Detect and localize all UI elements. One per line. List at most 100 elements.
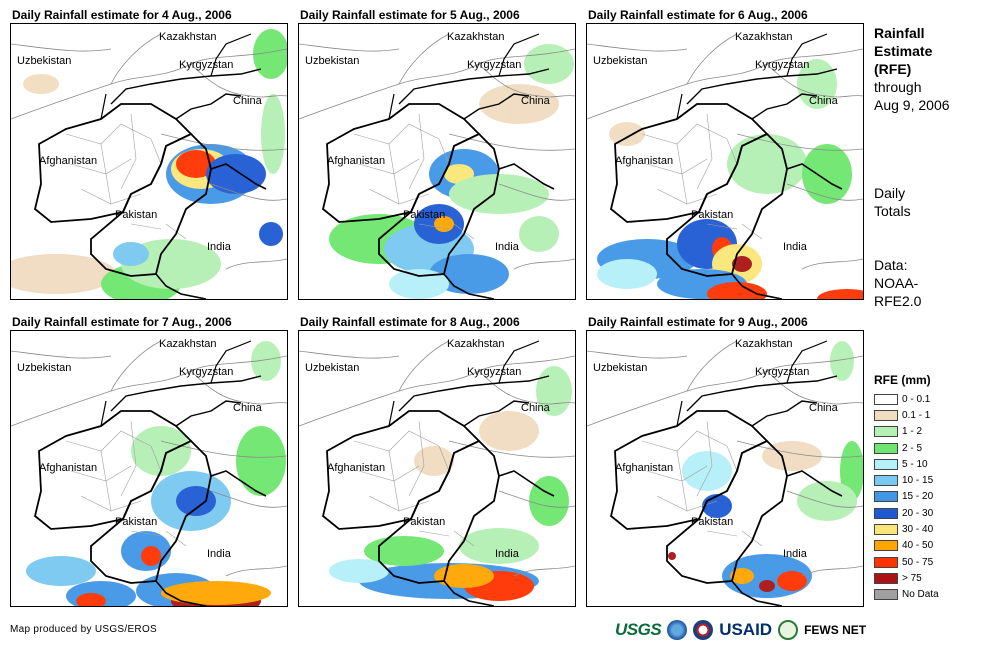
legend-label: > 75 [902, 572, 922, 584]
rainfall-area [519, 216, 559, 252]
map-label-afghanistan: Afghanistan [39, 462, 97, 474]
legend-label: 1 - 2 [902, 426, 923, 438]
rainfall-area [802, 144, 852, 204]
rainfall-area [762, 441, 822, 471]
legend-item: 5 - 10 [874, 456, 939, 472]
legend-swatch [874, 491, 898, 503]
rainfall-map: Kazakhstan Uzbekistan Kyrgyzstan China Afgha… [586, 330, 864, 607]
rainfall-area [329, 559, 389, 583]
logo-bar: USGS USAID FEWS NET [615, 617, 866, 643]
legend-item: 2 - 5 [874, 440, 939, 456]
rainfall-area [702, 494, 732, 518]
map-label-afghanistan: Afghanistan [615, 462, 673, 474]
map-label-kyrgyzstan: Kyrgyzstan [179, 59, 233, 71]
legend-swatch [874, 458, 898, 470]
legend-item: 50 - 75 [874, 554, 939, 570]
rainfall-area [609, 122, 645, 146]
legend-label: 15 - 20 [902, 491, 934, 503]
legend-label: 20 - 30 [902, 507, 934, 519]
map-label-kyrgyzstan: Kyrgyzstan [467, 366, 521, 378]
map-label-uzbekistan: Uzbekistan [17, 362, 71, 374]
data-line2: NOAA- [874, 275, 919, 291]
map-label-china: China [233, 402, 263, 414]
legend-item: 0.1 - 1 [874, 407, 939, 423]
rainfall-area [479, 84, 559, 124]
legend-swatch [874, 556, 898, 568]
map-label-india: India [495, 548, 520, 560]
legend-label: 0 - 0.1 [902, 393, 931, 405]
map-label-india: India [495, 241, 520, 253]
legend-item: 40 - 50 [874, 538, 939, 554]
map-label-uzbekistan: Uzbekistan [305, 362, 359, 374]
usda-seal-icon [693, 620, 714, 640]
legend-swatch [874, 507, 898, 519]
map-label-india: India [207, 548, 232, 560]
legend-item: 15 - 20 [874, 489, 939, 505]
legend-swatch [874, 442, 898, 454]
legend-swatch [874, 409, 898, 421]
rainfall-area [459, 528, 539, 564]
map-label-kazakhstan: Kazakhstan [159, 338, 216, 350]
panel-title: Daily Rainfall estimate for 9 Aug., 2006 [588, 315, 808, 329]
map-label-afghanistan: Afghanistan [615, 155, 673, 167]
legend-label: 2 - 5 [902, 442, 923, 454]
rainfall-area [206, 154, 266, 194]
legend-item: 1 - 2 [874, 424, 939, 440]
fews-net-logo: FEWS NET [804, 623, 867, 637]
map-label-kyrgyzstan: Kyrgyzstan [467, 59, 521, 71]
rainfall-area [131, 426, 191, 476]
panel-title: Daily Rainfall estimate for 4 Aug., 2006 [12, 8, 232, 22]
map-label-kyrgyzstan: Kyrgyzstan [755, 59, 809, 71]
rfe-title-line5: Aug 9, 2006 [874, 97, 950, 113]
map-label-china: China [521, 402, 551, 414]
map-label-kyrgyzstan: Kyrgyzstan [755, 366, 809, 378]
legend-label: 0.1 - 1 [902, 409, 931, 421]
legend-label: No Data [902, 589, 939, 601]
rfe-title-line1: Rainfall [874, 25, 925, 41]
map-label-uzbekistan: Uzbekistan [593, 55, 647, 67]
rfe-title-line3: (RFE) [874, 61, 912, 77]
legend-item: No Data [874, 587, 939, 603]
rainfall-area [479, 411, 539, 451]
rainfall-area [817, 289, 863, 299]
rainfall-area [759, 580, 775, 592]
rainfall-map-panel: Daily Rainfall estimate for 8 Aug., 2006… [298, 315, 576, 607]
legend-swatch [874, 572, 898, 584]
map-label-kazakhstan: Kazakhstan [735, 338, 792, 350]
map-label-pakistan: Pakistan [115, 209, 157, 221]
map-label-kazakhstan: Kazakhstan [159, 31, 216, 43]
rainfall-map: Kazakhstan Uzbekistan Kyrgyzstan China Afgha… [10, 330, 288, 607]
usaid-logo: USAID [719, 620, 773, 639]
rainfall-area [23, 74, 59, 94]
rainfall-map: Kazakhstan Uzbekistan Kyrgyzstan China Afgha… [298, 23, 576, 300]
legend-label: 5 - 10 [902, 458, 928, 470]
rainfall-area [26, 556, 96, 586]
map-label-pakistan: Pakistan [115, 516, 157, 528]
legend-label: 30 - 40 [902, 524, 934, 536]
map-label-kazakhstan: Kazakhstan [735, 31, 792, 43]
map-label-uzbekistan: Uzbekistan [305, 55, 359, 67]
daily-line1: Daily [874, 185, 906, 201]
rainfall-area [76, 593, 106, 606]
panel-title: Daily Rainfall estimate for 6 Aug., 2006 [588, 8, 808, 22]
legend-swatch [874, 589, 898, 601]
legend-item: 20 - 30 [874, 505, 939, 521]
legend-item: 0 - 0.1 [874, 391, 939, 407]
rainfall-area [161, 581, 271, 605]
map-label-india: India [783, 241, 808, 253]
legend-item: 10 - 15 [874, 472, 939, 488]
rainfall-area [113, 242, 149, 266]
map-credit: Map produced by USGS/EROS [10, 624, 158, 635]
rainfall-area [529, 476, 569, 526]
legend-swatch [874, 393, 898, 405]
rainfall-area [389, 269, 449, 299]
noaa-logo-icon [667, 620, 688, 640]
map-label-china: China [521, 95, 551, 107]
rfe-legend: RFE (mm) 0 - 0.1 0.1 - 1 1 - 2 2 - 5 5 - 10 1… [874, 373, 939, 603]
map-label-uzbekistan: Uzbekistan [593, 362, 647, 374]
rainfall-area [251, 341, 281, 381]
rainfall-area [236, 426, 286, 496]
rainfall-area [141, 546, 161, 566]
legend-label: 10 - 15 [902, 475, 934, 487]
map-label-kazakhstan: Kazakhstan [447, 338, 504, 350]
